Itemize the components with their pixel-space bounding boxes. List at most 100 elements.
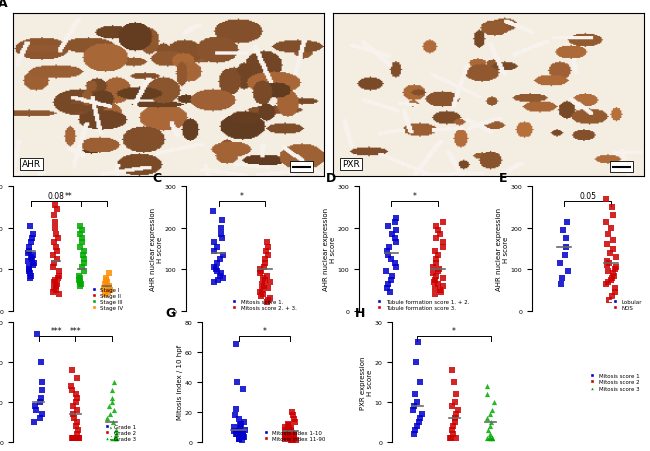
Point xyxy=(482,426,493,433)
Point xyxy=(434,266,445,273)
Point xyxy=(213,276,224,284)
Point xyxy=(486,419,496,426)
Point xyxy=(216,270,226,277)
Point xyxy=(72,398,82,405)
Point xyxy=(51,256,62,263)
Point xyxy=(49,239,60,246)
Point xyxy=(111,434,121,442)
Point xyxy=(49,285,59,292)
Point xyxy=(610,289,621,296)
Point xyxy=(26,239,36,246)
Point xyxy=(482,414,492,422)
Point xyxy=(290,419,300,426)
Legend: Stage I, Stage II, Stage III, Stage IV: Stage I, Stage II, Stage III, Stage IV xyxy=(88,287,124,310)
Point xyxy=(209,279,220,286)
Point xyxy=(435,287,445,294)
Point xyxy=(438,239,448,246)
Point xyxy=(208,208,218,216)
Point xyxy=(237,429,247,437)
Point xyxy=(259,264,269,271)
Point xyxy=(239,419,250,426)
Point xyxy=(563,268,573,276)
Point xyxy=(100,276,110,284)
Point xyxy=(238,434,248,441)
Point xyxy=(390,260,400,267)
Point xyxy=(415,414,426,422)
Text: C: C xyxy=(153,172,162,184)
Text: 0.08: 0.08 xyxy=(47,192,64,201)
Point xyxy=(382,248,393,255)
Point xyxy=(54,272,64,280)
Point xyxy=(53,291,64,298)
Text: *: * xyxy=(452,326,456,335)
Point xyxy=(73,272,84,280)
Point xyxy=(25,223,35,230)
Point xyxy=(110,434,120,442)
Point xyxy=(414,419,424,426)
Text: H: H xyxy=(355,307,365,319)
Point xyxy=(436,289,446,296)
Point xyxy=(260,260,270,267)
Point xyxy=(604,260,614,267)
Point xyxy=(430,260,441,267)
Point xyxy=(105,410,115,418)
Point xyxy=(34,398,45,405)
Point xyxy=(560,252,570,259)
Point xyxy=(386,272,396,280)
Point xyxy=(484,434,495,442)
Point xyxy=(51,248,62,255)
Point xyxy=(232,378,242,386)
Point xyxy=(429,279,439,286)
Point xyxy=(287,437,297,444)
Point xyxy=(256,293,266,300)
Text: PXR: PXR xyxy=(342,160,360,169)
Point xyxy=(49,219,60,226)
Point xyxy=(408,406,419,414)
Point xyxy=(286,437,296,444)
Point xyxy=(411,398,422,405)
Point xyxy=(68,410,78,418)
Point xyxy=(410,426,420,433)
Point xyxy=(487,434,497,442)
Point xyxy=(263,285,273,292)
Point xyxy=(288,437,298,444)
Point xyxy=(34,414,45,422)
Point xyxy=(236,420,246,428)
Point xyxy=(411,422,422,429)
Legend: Tubule formation score 1. + 2., Tubule formation score 3.: Tubule formation score 1. + 2., Tubule f… xyxy=(374,299,469,310)
Point xyxy=(604,297,614,304)
Point xyxy=(608,245,618,253)
Point xyxy=(451,434,462,442)
Point xyxy=(67,387,77,394)
Point xyxy=(29,260,39,267)
Point xyxy=(32,330,42,337)
Point xyxy=(232,431,242,438)
Point xyxy=(79,260,89,267)
Point xyxy=(603,268,614,276)
Point xyxy=(79,268,89,276)
Point xyxy=(453,406,463,414)
Point xyxy=(387,231,397,238)
Point xyxy=(72,394,82,401)
Point xyxy=(385,256,396,263)
Y-axis label: AHR nuclear expression
H score: AHR nuclear expression H score xyxy=(496,207,509,290)
Point xyxy=(610,266,620,273)
Y-axis label: AHR nuclear expression
H score: AHR nuclear expression H score xyxy=(323,207,336,290)
Point xyxy=(237,433,248,440)
Point xyxy=(448,430,458,437)
Point xyxy=(561,235,571,242)
Point xyxy=(280,423,291,431)
Point xyxy=(289,431,300,438)
Point xyxy=(99,281,110,288)
Point xyxy=(23,266,34,273)
Point xyxy=(37,378,47,386)
Legend: Mitosis score 1, Mitosis score 2, Mitosis score 3: Mitosis score 1, Mitosis score 2, Mitosi… xyxy=(584,371,642,393)
Point xyxy=(29,419,40,426)
Point xyxy=(486,434,497,442)
Point xyxy=(103,289,114,296)
Point xyxy=(69,434,79,442)
Point xyxy=(217,252,228,259)
Point xyxy=(283,428,293,435)
Legend: Grade 1, Grade 2, Grade 3: Grade 1, Grade 2, Grade 3 xyxy=(102,424,136,441)
Point xyxy=(109,378,120,386)
